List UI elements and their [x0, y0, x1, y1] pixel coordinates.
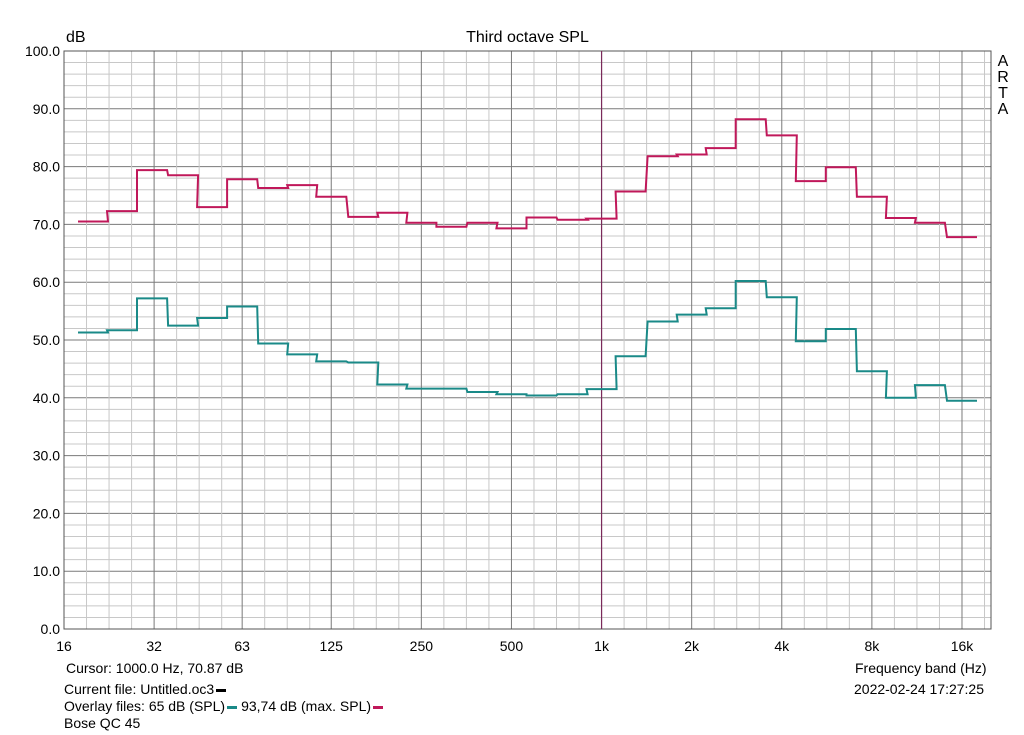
y-tick-label: 40.0 [33, 390, 60, 406]
x-tick-label: 125 [320, 638, 344, 654]
watermark-letter: A [998, 53, 1009, 70]
x-axis-label: Frequency band (Hz) [855, 660, 987, 676]
series-line-1 [78, 118, 977, 239]
overlay-1-swatch [227, 705, 238, 709]
watermark-letter: R [997, 69, 1009, 86]
x-tick-label: 500 [500, 638, 524, 654]
datetime-stamp: 2022-02-24 17:27:25 [854, 681, 984, 697]
y-tick-label: 50.0 [33, 332, 60, 348]
chart-title: Third octave SPL [466, 29, 589, 46]
overlay-2-swatch [373, 705, 384, 709]
current-file-swatch [216, 688, 227, 692]
x-tick-label: 250 [410, 638, 434, 654]
y-tick-label: 10.0 [33, 563, 60, 579]
x-tick-label: 2k [684, 638, 700, 654]
grid-lines [63, 50, 991, 630]
x-tick-label: 16 [56, 638, 72, 654]
y-tick-label: 30.0 [33, 448, 60, 464]
overlay-2-label: 93,74 dB (max. SPL) [241, 698, 372, 714]
y-tick-label: 0.0 [41, 621, 61, 637]
x-tick-label: 32 [146, 638, 162, 654]
y-tick-label: 70.0 [33, 216, 60, 232]
series-line-2 [78, 280, 977, 402]
cursor-readout: Cursor: 1000.0 Hz, 70.87 dB [66, 660, 244, 676]
overlay-files-line: Overlay files: 65 dB (SPL) 93,74 dB (max.… [64, 698, 387, 714]
plot-frame [63, 50, 992, 630]
y-tick-label: 80.0 [33, 159, 60, 175]
x-tick-label: 1k [594, 638, 610, 654]
watermark-letter: A [998, 101, 1009, 118]
y-axis-label: dB [66, 29, 86, 46]
x-tick-label: 16k [951, 638, 975, 654]
overlay-files-prefix: Overlay files: [64, 698, 149, 714]
current-file-label: Current file: Untitled.oc3 [64, 681, 215, 697]
current-file-line: Current file: Untitled.oc3 [64, 681, 230, 697]
x-tick-label: 4k [774, 638, 790, 654]
y-tick-label: 90.0 [33, 101, 60, 117]
y-tick-label: 60.0 [33, 274, 60, 290]
x-tick-label: 8k [864, 638, 880, 654]
watermark-letter: T [998, 85, 1008, 102]
y-tick-label: 100.0 [25, 43, 60, 59]
x-tick-label: 63 [234, 638, 250, 654]
y-tick-label: 20.0 [33, 505, 60, 521]
overlay-1-label: 65 dB (SPL) [148, 698, 226, 714]
device-name: Bose QC 45 [64, 715, 141, 731]
